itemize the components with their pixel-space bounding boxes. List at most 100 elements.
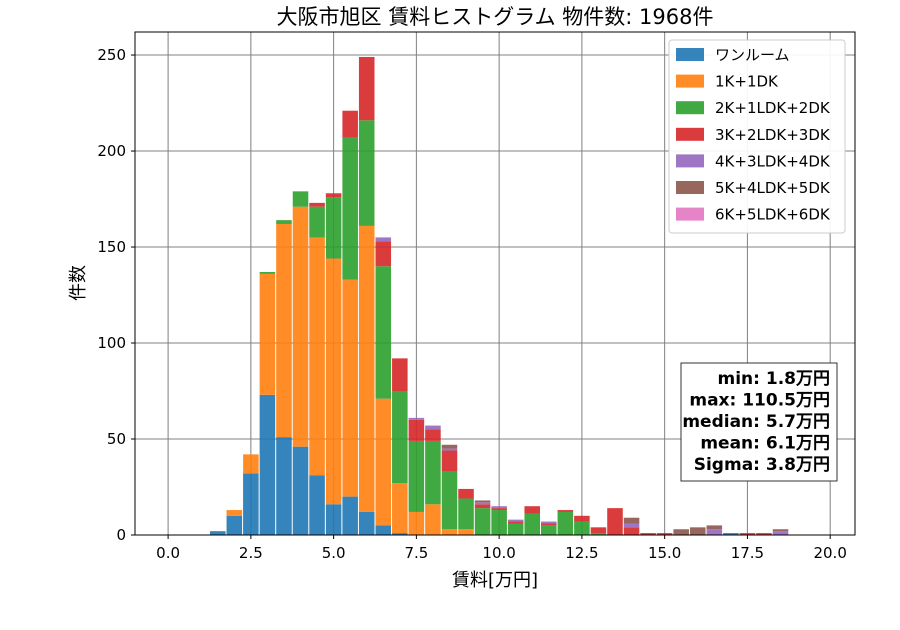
bar-segment: [458, 498, 474, 530]
bar-segment: [541, 523, 557, 526]
legend-swatch: [676, 127, 704, 141]
bar-segment: [259, 394, 276, 535]
legend-swatch: [676, 181, 704, 194]
bar-segment: [541, 521, 557, 524]
legend-label: 5K+4LDK+5DK: [715, 179, 831, 197]
bar-segment: [557, 510, 574, 512]
bar-segment: [358, 120, 375, 226]
x-tick-label: 15.0: [648, 544, 681, 562]
bar-segment: [689, 527, 706, 535]
chart-title: 大阪市旭区 賃料ヒストグラム 物件数: 1968件: [277, 5, 714, 29]
bar-segment: [474, 508, 491, 535]
bar-segment: [474, 502, 491, 505]
bar-segment: [408, 511, 425, 535]
bar-segment: [574, 515, 590, 522]
bar-segment: [507, 523, 524, 535]
bar-segment: [342, 137, 358, 280]
x-tick-label: 17.5: [731, 544, 764, 562]
stats-line: median: 5.7万円: [682, 412, 830, 432]
legend-label: 2K+1LDK+2DK: [715, 99, 831, 117]
y-tick-label: 200: [97, 142, 126, 160]
bar-segment: [590, 527, 607, 534]
x-tick-label: 10.0: [482, 544, 515, 562]
bar-segment: [209, 531, 226, 535]
bar-segment: [392, 533, 408, 535]
bar-segment: [325, 193, 342, 198]
bar-segment: [276, 220, 292, 224]
bar-segment: [309, 206, 325, 238]
x-tick-label: 20.0: [813, 544, 846, 562]
legend-box: [668, 39, 846, 234]
legend-label: 6K+5LDK+6DK: [715, 206, 831, 224]
bar-segment: [623, 527, 640, 535]
bar-segment: [375, 525, 392, 535]
legend-swatch: [676, 48, 704, 61]
bar-segment: [524, 513, 541, 535]
bar-segment: [408, 419, 425, 441]
bar-segment: [292, 206, 309, 447]
legend-label: 1K+1DK: [715, 73, 779, 91]
bar-segment: [441, 471, 458, 530]
x-tick-label: 12.5: [565, 544, 598, 562]
bar-segment: [342, 110, 358, 138]
legend-swatch: [676, 74, 704, 88]
y-tick-label: 100: [97, 334, 126, 352]
stats-line: max: 110.5万円: [689, 391, 830, 411]
bar-segment: [491, 506, 507, 509]
bar-segment: [243, 454, 259, 474]
bar-segment: [623, 523, 640, 528]
stats-box-frame: [680, 362, 838, 482]
bar-segment: [358, 511, 375, 535]
bars-layer: [209, 56, 789, 535]
x-tick-label: 2.5: [239, 544, 263, 562]
bar-segment: [342, 279, 358, 497]
x-tick-label: 0.0: [156, 544, 180, 562]
y-tick-label: 50: [107, 430, 126, 448]
bar-segment: [524, 506, 541, 514]
bar-segment: [491, 510, 507, 535]
legend-swatch: [676, 207, 704, 221]
bar-segment: [507, 521, 524, 524]
bar-segment: [574, 521, 590, 535]
bar-segment: [276, 223, 292, 438]
legend-label: 4K+3LDK+4DK: [715, 152, 831, 170]
bar-segment: [392, 358, 408, 392]
legend-label: 3K+2LDK+3DK: [715, 126, 831, 144]
bar-segment: [706, 525, 723, 530]
legend-label: ワンルーム: [715, 46, 790, 64]
bar-segment: [342, 496, 358, 535]
bar-segment: [425, 429, 441, 441]
bar-segment: [358, 225, 375, 512]
bar-segment: [557, 511, 574, 535]
bar-segment: [259, 273, 276, 395]
bar-segment: [640, 533, 656, 535]
bar-segment: [325, 504, 342, 535]
bar-segment: [441, 529, 458, 535]
bar-segment: [706, 529, 723, 535]
bar-segment: [441, 450, 458, 472]
bar-segment: [392, 483, 408, 534]
bar-segment: [408, 417, 425, 420]
bar-segment: [243, 473, 259, 535]
bar-segment: [276, 437, 292, 535]
bar-segment: [507, 519, 524, 522]
bar-segment: [309, 202, 325, 207]
bar-segment: [226, 515, 243, 535]
bar-segment: [491, 508, 507, 511]
y-axis-label: 件数: [68, 265, 89, 301]
bar-segment: [392, 391, 408, 484]
bar-segment: [325, 197, 342, 259]
bar-segment: [375, 241, 392, 267]
axis-ticks: 0.0 2.5 5.0 7.5 10.0 12.5 15.0 17.5 20.0 0 50 100 15…: [97, 46, 847, 562]
bar-segment: [425, 425, 441, 430]
y-tick-label: 150: [97, 238, 126, 256]
bar-segment: [772, 531, 789, 535]
bar-segment: [309, 237, 325, 476]
bar-segment: [292, 446, 309, 535]
bar-segment: [541, 525, 557, 535]
bar-segment: [292, 191, 309, 207]
x-tick-label: 5.0: [322, 544, 346, 562]
bar-segment: [425, 504, 441, 535]
